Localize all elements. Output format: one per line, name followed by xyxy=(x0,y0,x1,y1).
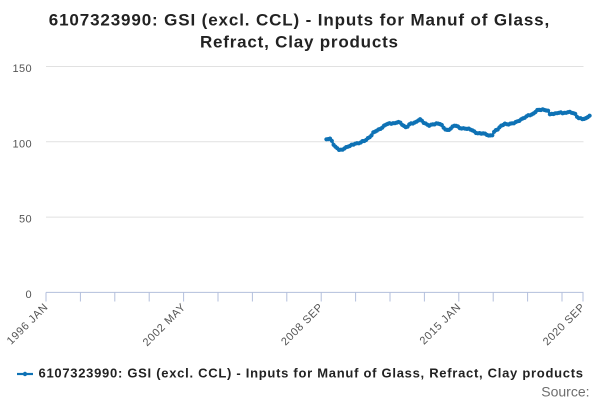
svg-text:0: 0 xyxy=(25,289,32,301)
svg-text:150: 150 xyxy=(12,63,32,75)
svg-text:6107323990: GSI (excl. CCL) -: 6107323990: GSI (excl. CCL) - Inputs for… xyxy=(39,366,583,381)
svg-text:6107323990: GSI (excl. CCL) -: 6107323990: GSI (excl. CCL) - Inputs for… xyxy=(49,11,550,30)
svg-text:Source:: Source: xyxy=(541,384,589,400)
svg-text:Refract, Clay products: Refract, Clay products xyxy=(200,33,398,52)
svg-text:100: 100 xyxy=(12,138,32,150)
svg-text:50: 50 xyxy=(19,214,32,226)
